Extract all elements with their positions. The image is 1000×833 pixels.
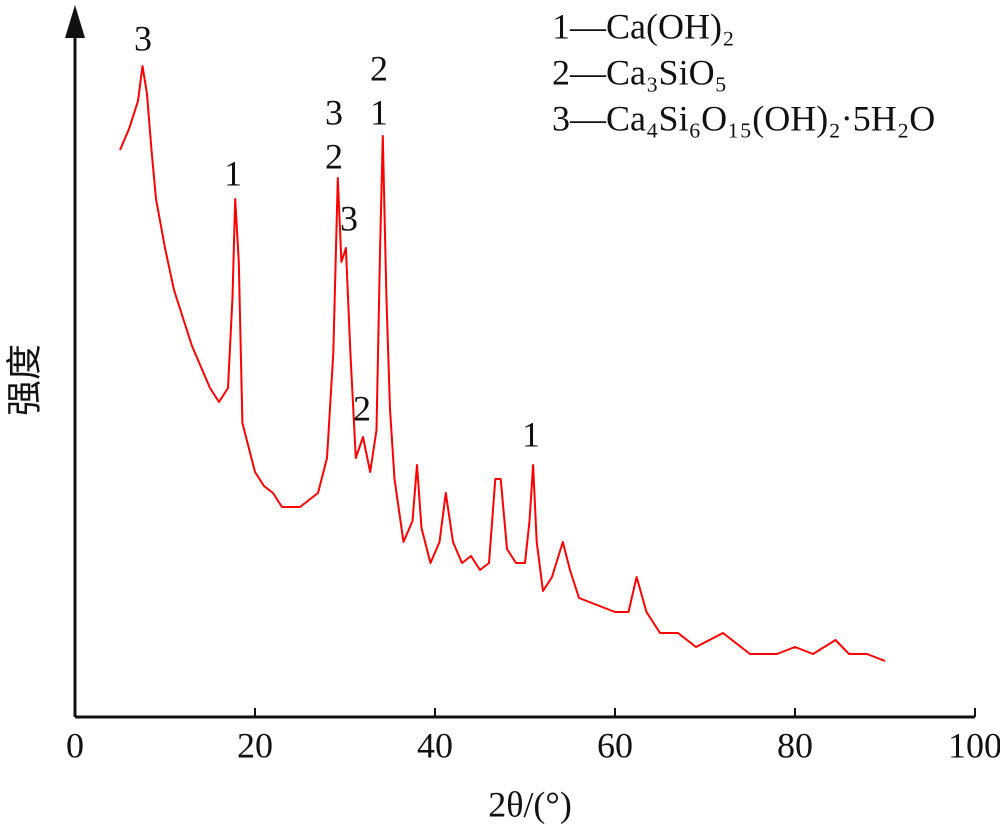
peak-label: 2 (353, 388, 371, 428)
legend-note: 1—Ca(OH)₂ (552, 6, 735, 46)
x-axis-label: 2θ/(°) (488, 784, 572, 824)
peak-label: 1 (224, 153, 242, 193)
y-axis-label: 强度 (4, 344, 44, 416)
legend-note: 3—Ca₄Si₆O₁₅(OH)₂·5H₂O (552, 98, 935, 138)
x-tick-label: 60 (597, 725, 633, 765)
peak-label: 2 (370, 48, 388, 88)
peak-label: 2 (325, 136, 343, 176)
x-tick-label: 0 (66, 725, 84, 765)
peak-label: 3 (325, 92, 343, 132)
legend-note: 2—Ca₃SiO₅ (552, 52, 727, 92)
x-tick-label: 80 (777, 725, 813, 765)
peak-label: 1 (370, 92, 388, 132)
peak-label: 3 (134, 18, 152, 58)
x-tick-label: 100 (948, 725, 1000, 765)
data-line (119, 65, 886, 662)
peak-label: 3 (340, 198, 358, 238)
y-axis-arrow (65, 5, 85, 38)
peak-label: 1 (522, 414, 540, 454)
x-tick-label: 40 (417, 725, 453, 765)
x-tick-label: 20 (237, 725, 273, 765)
